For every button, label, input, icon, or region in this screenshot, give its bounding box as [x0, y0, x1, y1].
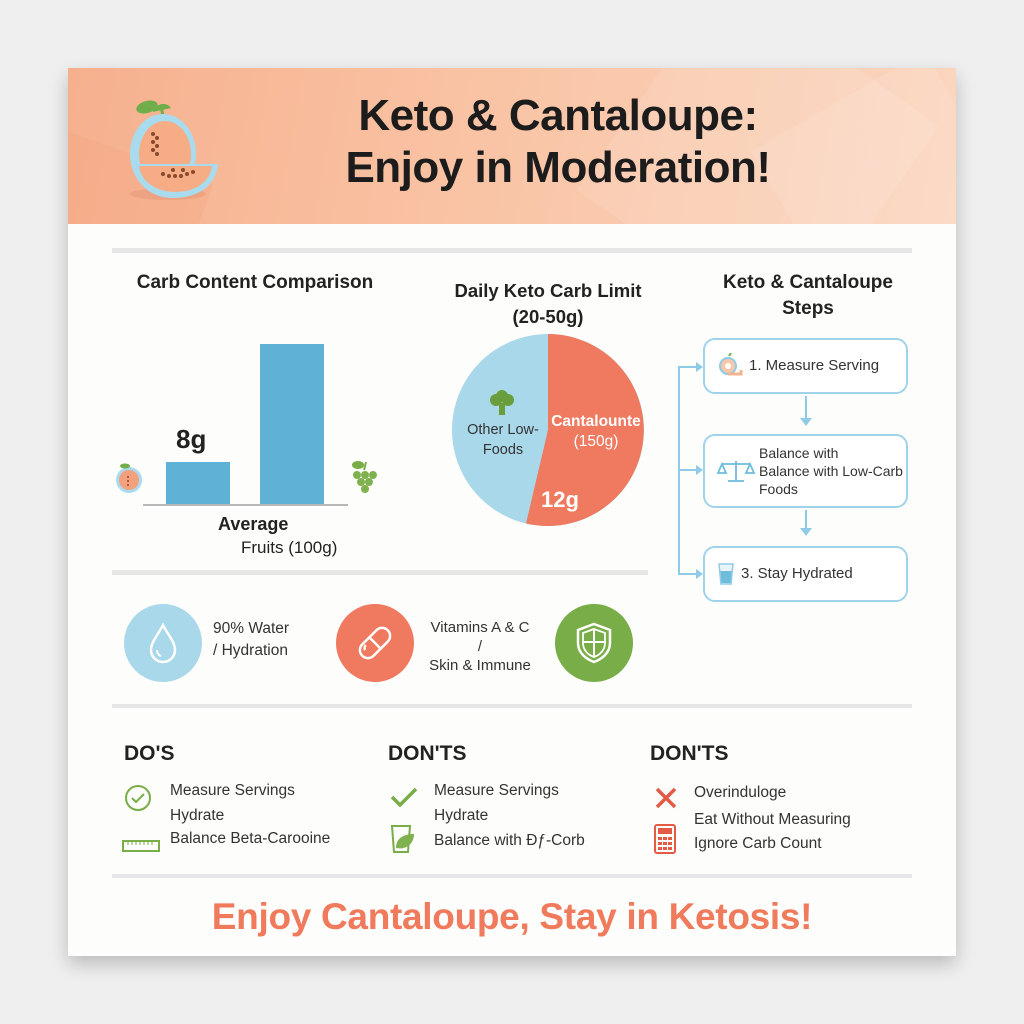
pie-label-cantaloupe: Cantalounte (150g) — [546, 412, 646, 452]
step-1-label: 1. Measure Serving — [749, 357, 880, 374]
step-2-label-line2: Balance with Low-Carb — [759, 463, 903, 479]
donts-title-2: DON'TS — [650, 742, 729, 765]
dos-item-1: Measure Servings — [170, 782, 295, 799]
step-2-label-line3: Foods — [759, 481, 798, 497]
water-drop-icon — [149, 622, 177, 664]
benefit-vitamins-text: Vitamins A & C / Skin & Immune — [420, 618, 540, 675]
grapes-icon — [352, 461, 377, 493]
broccoli-icon — [490, 390, 514, 415]
daily-limit-title: Daily Keto Carb Limit (20-50g) — [428, 278, 668, 330]
divider-top — [112, 248, 912, 253]
pie-slice-cantaloupe — [526, 334, 644, 526]
footer-tagline: Enjoy Cantaloupe, Stay in Ketosis! — [211, 896, 813, 937]
carb-comparison-title: Carb Content Comparison — [136, 272, 374, 293]
divider-lower — [112, 704, 912, 708]
donts-1-item-1: Measure Servings — [434, 782, 559, 799]
pie-label-other: Other Low- Foods — [456, 420, 550, 460]
leaf-cup-icon — [390, 825, 414, 853]
step-3-label: 3. Stay Hydrated — [741, 565, 853, 582]
pie-value-cantaloupe: 12g — [541, 487, 579, 512]
benefit-vitamins-line1: Vitamins A & C — [430, 619, 530, 636]
donts-1-item-3: Balance with Ðƒ-Corb — [434, 832, 585, 849]
title-line-1: Keto & Cantaloupe: — [358, 91, 758, 140]
daily-limit-title-line1: Daily Keto Carb Limit — [454, 280, 642, 301]
donts-2-item-1: Overinduloge — [694, 784, 787, 801]
steps-title-line1: Keto & Cantaloupe — [723, 272, 893, 293]
pie-label-cantaloupe-line2: (150g) — [573, 433, 619, 450]
pie-label-other-line1: Other Low- — [467, 422, 539, 438]
calculator-icon — [654, 824, 676, 854]
infographic-card: Keto & Cantaloupe: Enjoy in Moderation! … — [68, 68, 956, 956]
donts-2-item-2: Eat Without Measuring — [694, 811, 851, 828]
arrow-right-icon — [696, 569, 703, 579]
arrow-right-icon — [696, 465, 703, 475]
benefit-vitamins-circle — [336, 604, 414, 682]
page-title: Keto & Cantaloupe: Enjoy in Moderation! — [248, 90, 868, 194]
step-stay-hydrated: 3. Stay Hydrated — [703, 546, 908, 602]
dos-title: DO'S — [124, 742, 175, 765]
flow-connector-3 — [678, 573, 698, 575]
water-glass-icon — [718, 563, 734, 585]
step-measure-serving: 1. Measure Serving — [703, 338, 908, 394]
flow-connector-2 — [678, 469, 698, 471]
flow-connector-1 — [678, 366, 698, 368]
benefit-hydration-circle — [124, 604, 202, 682]
arrow-down-icon — [800, 418, 812, 426]
bar-cantaloupe — [166, 462, 230, 504]
arrow-down-icon — [800, 528, 812, 536]
bar-label-cantaloupe: 8g — [176, 424, 207, 454]
step-2-label-line1: Balance with — [759, 445, 839, 461]
cantaloupe-icon — [130, 100, 218, 200]
arrow-right-icon — [696, 362, 703, 372]
benefit-hydration-line2: / Hydration — [213, 642, 288, 659]
chart-x-axis — [143, 504, 348, 506]
ruler-icon — [122, 840, 160, 852]
pie-chart — [452, 334, 644, 526]
step-balance-low-carb: Balance with Balance with Low-Carb Foods — [703, 434, 908, 508]
dos-item-3: Balance Beta-Carooine — [170, 830, 331, 847]
flow-down-line-1 — [805, 396, 807, 420]
dos-item-2: Hydrate — [170, 807, 225, 824]
x-axis-label-line1: Average — [218, 514, 289, 534]
divider-footer — [112, 874, 912, 878]
header-banner: Keto & Cantaloupe: Enjoy in Moderation! — [68, 68, 956, 224]
check-circle-icon — [125, 785, 151, 811]
steps-title: Keto & Cantaloupe Steps — [698, 270, 918, 322]
donts-1-item-2: Hydrate — [434, 807, 489, 824]
flow-down-line-2 — [805, 510, 807, 530]
x-mark-icon — [655, 787, 677, 809]
cantaloupe-icon — [116, 463, 142, 493]
benefit-hydration-text: 90% Water / Hydration — [213, 618, 289, 662]
benefit-immune-circle — [555, 604, 633, 682]
pie-label-other-line2: Foods — [482, 442, 524, 458]
steps-title-line2: Steps — [782, 298, 834, 319]
title-line-2: Enjoy in Moderation! — [345, 143, 771, 192]
pill-icon — [358, 626, 392, 660]
checkmark-icon — [390, 787, 418, 808]
daily-limit-title-line2: (20-50g) — [512, 306, 584, 327]
x-axis-label-line2: Fruits (100g) — [241, 538, 338, 557]
donts-title-1: DON'TS — [388, 742, 467, 765]
measuring-tape-icon — [719, 353, 743, 376]
bar-average-fruits — [260, 344, 324, 504]
shield-icon — [576, 622, 612, 664]
benefit-vitamins-line2: / — [477, 638, 483, 655]
scale-icon — [717, 461, 755, 482]
donts-2-item-3: Ignore Carb Count — [694, 835, 822, 852]
benefit-vitamins-line3: Skin & Immune — [429, 657, 531, 674]
benefit-hydration-line1: 90% Water — [213, 620, 290, 637]
step-2-label: Balance with Balance with Low-Carb Foods — [759, 444, 903, 498]
pie-label-cantaloupe-line1: Cantalounte — [551, 413, 641, 430]
divider-middle-left — [112, 570, 648, 575]
